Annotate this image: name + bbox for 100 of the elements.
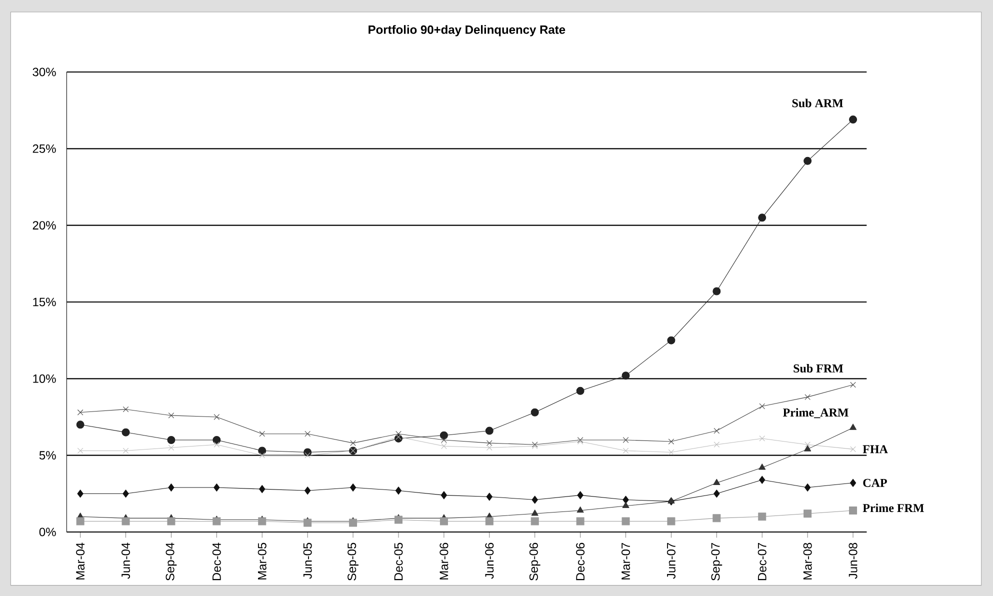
point [122,490,129,498]
x-tick-label: Dec-04 [212,542,221,580]
point [304,486,311,495]
point [622,372,630,380]
point [440,431,448,440]
point [168,412,174,418]
point [214,484,220,492]
series-label: CAP [863,478,887,487]
x-tick-label: Dec-07 [758,543,766,580]
point [441,437,447,443]
point [713,478,720,486]
series-label: Prime_ARM [783,408,848,418]
point [486,444,492,451]
point [350,484,356,492]
point [804,156,812,165]
series-label: Prime FRM [862,504,924,512]
point [576,517,584,526]
series-label: Sub FRM [794,364,844,373]
point [441,443,447,450]
y-tick-label: 10% [33,374,56,383]
x-tick-label: Mar-04 [76,542,85,580]
x-tick-label: Mar-05 [258,542,266,580]
y-tick-label: 20% [32,221,56,230]
point [122,406,129,412]
x-tick-label: Mar-08 [803,542,812,580]
point [395,486,402,495]
point [758,512,766,521]
x-tick-label: Sep-05 [348,542,358,581]
point [167,436,176,444]
point [259,485,266,494]
point [759,403,766,410]
x-tick-label: Dec-05 [394,542,403,580]
point [304,518,312,527]
point [258,517,266,526]
series-label: Sub ARM [792,98,844,108]
point [304,430,310,437]
point [714,428,720,434]
point [531,510,538,516]
x-tick-label: Sep-07 [711,543,722,581]
point [758,464,766,470]
point [485,426,494,435]
point [667,517,676,526]
point [440,517,448,526]
x-tick-label: Jun-08 [848,542,858,579]
point [486,492,492,501]
point [622,517,630,526]
point [212,436,221,444]
point [622,502,630,508]
point [712,514,721,522]
point [667,336,676,344]
point [440,491,448,500]
x-tick-label: Jun-07 [666,543,676,579]
point [850,478,856,487]
chart-title: Portfolio 90+day Delinquency Rate [368,25,566,36]
point [714,442,720,448]
point [758,214,766,222]
point [77,490,84,498]
point [622,448,629,454]
point [576,506,584,513]
point [122,428,130,436]
point [122,517,130,526]
point [258,446,266,455]
point [77,409,84,416]
point [168,444,174,451]
y-tick-label: 15% [33,298,56,306]
point [304,452,310,458]
point [212,517,221,526]
point [622,496,629,504]
point [214,414,220,420]
y-tick-label: 25% [32,144,56,153]
point [850,446,856,452]
y-tick-label: 30% [32,68,56,76]
point [77,448,84,454]
point [396,434,402,440]
point [804,510,812,518]
x-tick-label: Sep-06 [529,542,540,581]
x-tick-label: Jun-06 [485,542,494,579]
point [668,449,674,456]
point [577,491,584,500]
point [486,440,492,446]
point [712,287,721,296]
point [122,448,129,454]
x-tick-label: Jun-04 [122,542,130,579]
x-tick-label: Jun-05 [303,542,312,579]
point [668,438,674,444]
point [759,476,766,484]
point [714,490,720,498]
point [350,440,356,446]
x-tick-label: Mar-07 [622,543,630,580]
point [804,442,810,448]
point [849,506,858,515]
x-tick-label: Dec-06 [576,542,585,580]
point [259,452,266,458]
y-tick-label: 0% [39,528,56,536]
point [485,517,494,526]
point [532,496,538,504]
point [850,382,856,388]
point [850,424,857,430]
point [622,437,629,443]
x-tick-label: Sep-04 [166,542,177,581]
